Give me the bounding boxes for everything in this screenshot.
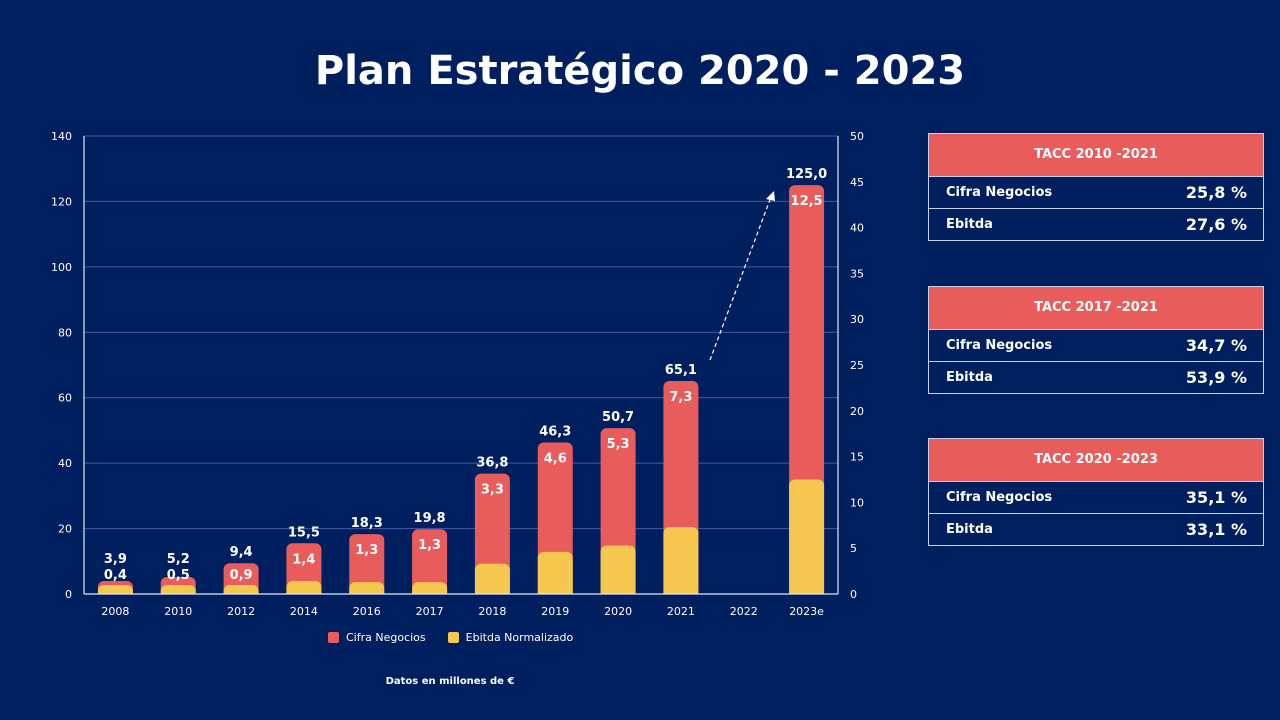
legend-label: Cifra Negocios: [346, 631, 426, 644]
row-label: Ebitda: [946, 217, 993, 232]
data-label-cifra: 36,8: [476, 456, 508, 471]
data-label-ebitda: 1,4: [292, 552, 315, 567]
data-label-cifra: 3,9: [104, 552, 127, 567]
panel-header: TACC 2010 -2021: [929, 134, 1263, 176]
row-value: 27,6 %: [1185, 215, 1247, 234]
data-label-cifra: 19,8: [414, 511, 446, 526]
data-label-ebitda: 0,5: [167, 568, 190, 583]
panel-row: Ebitda 33,1 %: [929, 513, 1263, 545]
data-label-ebitda: 1,3: [355, 543, 378, 558]
data-label-cifra: 46,3: [539, 425, 571, 440]
row-label: Cifra Negocios: [946, 185, 1053, 200]
panel-header: TACC 2020 -2023: [929, 439, 1263, 481]
y-left-tick-label: 0: [65, 588, 72, 601]
bar-ebitda: [663, 527, 699, 600]
data-label-cifra: 9,4: [230, 545, 253, 560]
y-right-tick-label: 0: [850, 588, 857, 601]
tacc-panel-3: TACC 2020 -2023 Cifra Negocios 35,1 % Ebi…: [928, 438, 1264, 546]
y-left-tick-label: 120: [51, 195, 72, 208]
data-label-ebitda: 5,3: [607, 437, 630, 452]
y-left-tick-label: 80: [58, 326, 72, 339]
row-value: 25,8 %: [1185, 183, 1247, 202]
bar-ebitda: [537, 551, 573, 600]
x-tick-label: 2018: [478, 605, 506, 618]
data-label-ebitda: 0,9: [230, 568, 253, 583]
data-label-cifra: 125,0: [786, 167, 827, 182]
x-tick-label: 2023e: [789, 605, 824, 618]
data-label-ebitda: 4,6: [544, 452, 567, 467]
data-label-cifra: 18,3: [351, 516, 383, 531]
legend-label: Ebitda Normalizado: [465, 631, 574, 644]
x-tick-label: 2008: [101, 605, 129, 618]
y-right-tick-label: 20: [850, 405, 864, 418]
row-value: 34,7 %: [1185, 336, 1247, 355]
tacc-panel-2: TACC 2017 -2021 Cifra Negocios 34,7 % Ebi…: [928, 286, 1264, 394]
bar-ebitda: [600, 545, 636, 600]
y-right-tick-label: 25: [850, 359, 864, 372]
panel-row: Cifra Negocios 25,8 %: [929, 176, 1263, 208]
units-note: Datos en millones de €: [385, 676, 515, 687]
bar-ebitda: [474, 563, 510, 600]
data-label-ebitda: 0,4: [104, 568, 127, 583]
x-tick-label: 2021: [667, 605, 695, 618]
panel-row: Cifra Negocios 35,1 %: [929, 481, 1263, 513]
growth-arrow: [709, 196, 772, 361]
legend-item-ebitda: Ebitda Normalizado: [447, 631, 574, 644]
y-right-tick-label: 10: [850, 496, 864, 509]
data-label-cifra: 5,2: [167, 552, 190, 567]
row-label: Ebitda: [946, 370, 993, 385]
legend-swatch-ebitda: [447, 632, 459, 643]
panel-row: Cifra Negocios 34,7 %: [929, 329, 1263, 361]
row-value: 33,1 %: [1185, 520, 1247, 539]
row-value: 35,1 %: [1185, 488, 1247, 507]
y-left-tick-label: 20: [58, 523, 72, 536]
data-label-ebitda: 7,3: [669, 390, 692, 405]
y-right-tick-label: 45: [850, 176, 864, 189]
y-right-tick-label: 5: [850, 542, 857, 555]
y-left-tick-label: 100: [51, 261, 72, 274]
bar-ebitda: [789, 479, 825, 600]
data-label-ebitda: 12,5: [791, 194, 823, 209]
y-right-tick-label: 50: [850, 130, 864, 143]
page-title: Plan Estratégico 2020 - 2023: [314, 48, 966, 94]
row-value: 53,9 %: [1185, 368, 1247, 387]
x-tick-label: 2014: [290, 605, 318, 618]
x-tick-label: 2017: [416, 605, 444, 618]
arrow-head-icon: [766, 191, 775, 201]
data-label-cifra: 50,7: [602, 410, 634, 425]
x-tick-label: 2016: [353, 605, 381, 618]
row-label: Ebitda: [946, 522, 993, 537]
data-label-cifra: 15,5: [288, 525, 320, 540]
y-right-tick-label: 35: [850, 267, 864, 280]
panel-header: TACC 2017 -2021: [929, 287, 1263, 329]
legend-item-cifra: Cifra Negocios: [328, 631, 426, 644]
chart-legend: Cifra Negocios Ebitda Normalizado: [328, 631, 573, 644]
data-label-ebitda: 1,3: [418, 538, 441, 553]
panel-row: Ebitda 27,6 %: [929, 208, 1263, 240]
legend-swatch-cifra: [328, 632, 339, 643]
tacc-panel-1: TACC 2010 -2021 Cifra Negocios 25,8 % Ebi…: [928, 133, 1264, 241]
plot-base-mask: [85, 594, 837, 602]
y-right-tick-label: 30: [850, 313, 864, 326]
panel-row: Ebitda 53,9 %: [929, 361, 1263, 393]
x-tick-label: 2022: [730, 605, 758, 618]
data-label-cifra: 65,1: [665, 363, 697, 378]
y-right-tick-label: 40: [850, 222, 864, 235]
y-left-tick-label: 40: [58, 457, 72, 470]
data-label-ebitda: 3,3: [481, 483, 504, 498]
y-right-tick-label: 15: [850, 451, 864, 464]
x-tick-label: 2010: [164, 605, 192, 618]
x-tick-label: 2020: [604, 605, 632, 618]
row-label: Cifra Negocios: [946, 338, 1053, 353]
y-left-tick-label: 140: [51, 130, 72, 143]
bar-chart: 0 20 40 60 80 100 120 140 0 5 10 15 20 25 30 35 40 45 50 20…: [51, 130, 864, 618]
row-label: Cifra Negocios: [946, 490, 1053, 505]
x-tick-label: 2012: [227, 605, 255, 618]
y-left-tick-label: 60: [58, 392, 72, 405]
x-tick-label: 2019: [541, 605, 569, 618]
